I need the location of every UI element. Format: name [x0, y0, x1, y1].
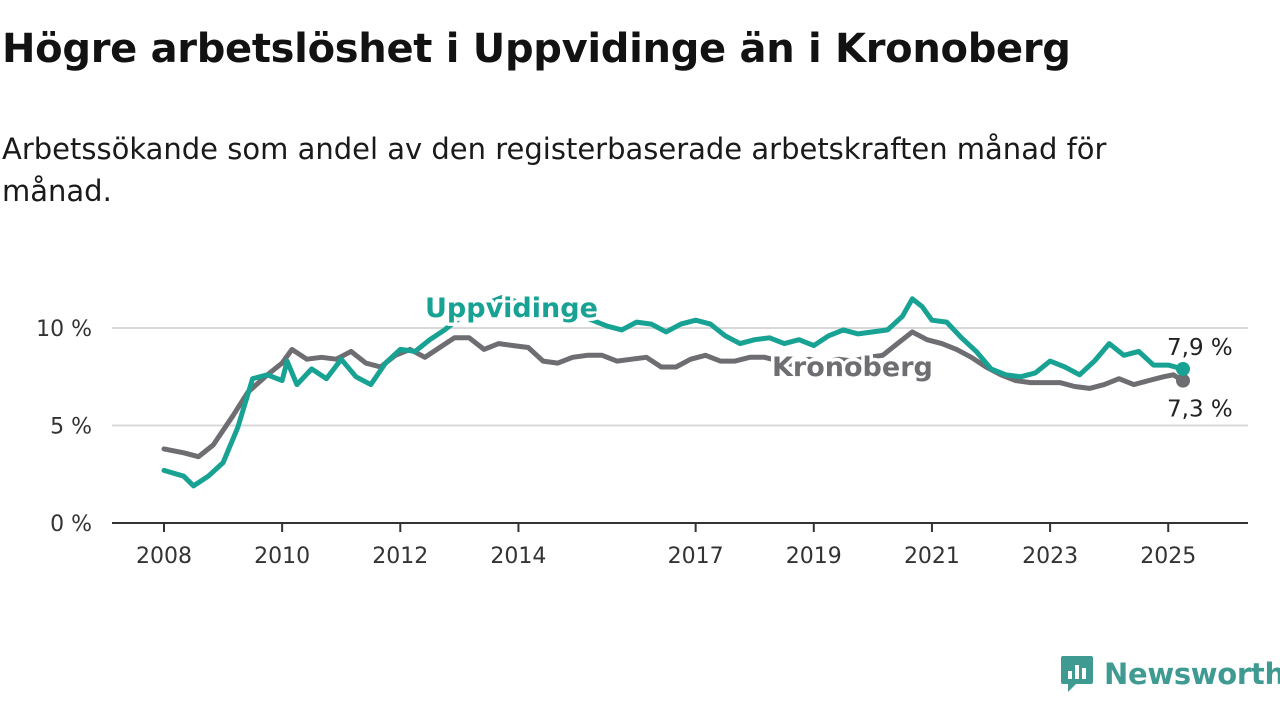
series-label-kronoberg: Kronoberg — [772, 352, 933, 383]
x-tick-label: 2023 — [1022, 544, 1078, 569]
x-tick-label: 2017 — [668, 544, 724, 569]
labels: UppvidingeUppvidingeKronobergKronoberg7,… — [422, 290, 1233, 423]
series-lines — [161, 294, 1190, 489]
end-label-uppvidinge: 7,9 % — [1167, 335, 1233, 361]
x-tick-label: 2012 — [372, 544, 428, 569]
newsworthy-logo: Newsworthy — [1060, 654, 1280, 694]
gridlines: 0 % 5 % 10 % — [36, 317, 1248, 537]
brand-name: Newsworthy — [1104, 657, 1280, 691]
chart-title: Högre arbetslöshet i Uppvidinge än i Kro… — [2, 26, 1071, 72]
end-label-kronoberg: 7,3 % — [1167, 397, 1233, 423]
end-point-uppvidinge — [1176, 361, 1190, 376]
x-tick-label: 2010 — [254, 544, 310, 569]
series-label-halo: Uppvidinge — [425, 293, 598, 324]
series-label-halo: Kronoberg — [772, 352, 933, 383]
x-tick-label: 2008 — [136, 544, 192, 569]
end-point-kronoberg — [1176, 373, 1190, 388]
y-tick-label: 5 % — [50, 415, 92, 440]
x-tick-label: 2021 — [904, 544, 960, 569]
x-axis: 2008 2010 2012 2014 2017 2019 2021 2023 2025 — [112, 522, 1248, 569]
newsworthy-icon — [1061, 656, 1093, 692]
y-tick-label: 0 % — [50, 512, 92, 537]
x-tick-label: 2025 — [1140, 544, 1196, 569]
x-tick-label: 2014 — [490, 544, 546, 569]
x-tick-label: 2019 — [786, 544, 842, 569]
series-label-uppvidinge: Uppvidinge — [425, 293, 598, 324]
series-line-kronoberg — [161, 329, 1186, 460]
series-line-uppvidinge — [161, 294, 1186, 489]
chart-subtitle: Arbetssökande som andel av den registerb… — [2, 132, 1107, 208]
y-tick-label: 10 % — [36, 317, 92, 342]
